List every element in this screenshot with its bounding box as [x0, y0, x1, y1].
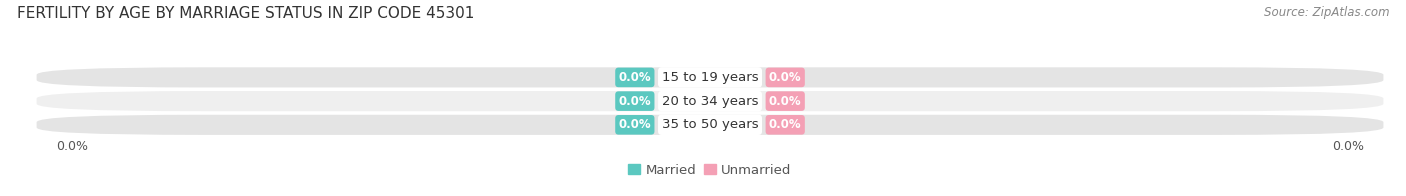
Text: FERTILITY BY AGE BY MARRIAGE STATUS IN ZIP CODE 45301: FERTILITY BY AGE BY MARRIAGE STATUS IN Z… [17, 6, 474, 21]
Text: 0.0%: 0.0% [619, 118, 651, 131]
Text: 0.0%: 0.0% [1331, 140, 1364, 153]
Text: 35 to 50 years: 35 to 50 years [662, 118, 758, 131]
Text: 0.0%: 0.0% [769, 71, 801, 84]
Text: 0.0%: 0.0% [619, 95, 651, 108]
Text: 0.0%: 0.0% [769, 118, 801, 131]
Text: 15 to 19 years: 15 to 19 years [662, 71, 758, 84]
Legend: Married, Unmarried: Married, Unmarried [623, 158, 797, 182]
Text: 20 to 34 years: 20 to 34 years [662, 95, 758, 108]
Text: 0.0%: 0.0% [619, 71, 651, 84]
Text: 0.0%: 0.0% [56, 140, 89, 153]
FancyBboxPatch shape [37, 91, 1384, 111]
FancyBboxPatch shape [37, 115, 1384, 135]
Text: 0.0%: 0.0% [769, 95, 801, 108]
Text: Source: ZipAtlas.com: Source: ZipAtlas.com [1264, 6, 1389, 19]
FancyBboxPatch shape [37, 67, 1384, 87]
